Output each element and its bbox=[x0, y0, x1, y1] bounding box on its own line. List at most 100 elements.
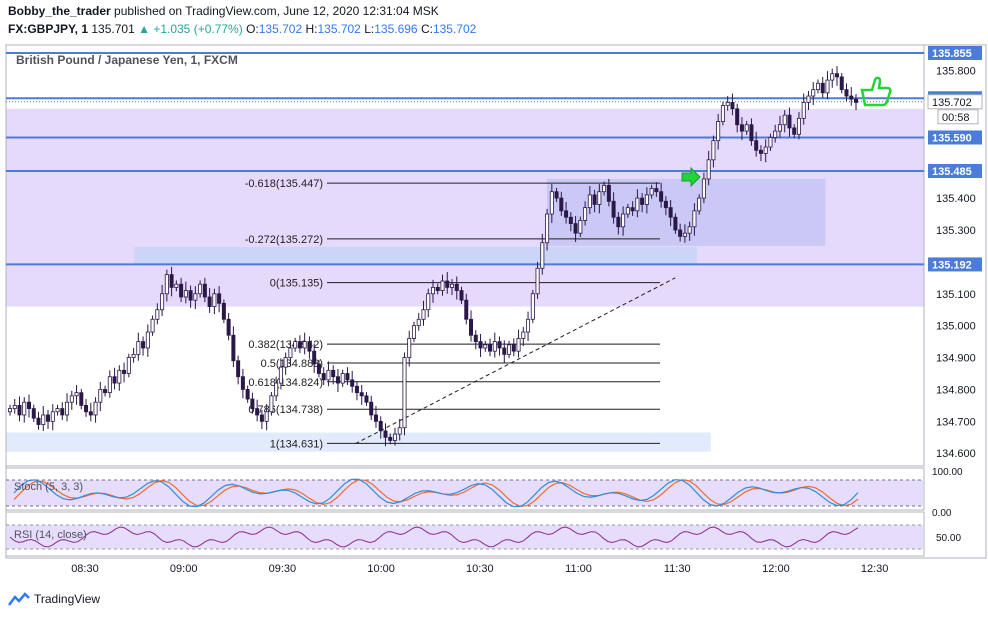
candle-body bbox=[564, 210, 569, 218]
candle-body bbox=[93, 401, 98, 416]
price-tick-label: 134.600 bbox=[936, 448, 976, 460]
level-label: 135.192 bbox=[932, 259, 972, 271]
candle-body bbox=[616, 216, 621, 228]
price-tick-label: 134.700 bbox=[936, 416, 976, 428]
candle-body bbox=[131, 353, 136, 358]
candle-body bbox=[844, 89, 849, 97]
level-label-bg bbox=[928, 163, 982, 178]
candle-body bbox=[801, 102, 806, 119]
candle-body bbox=[834, 73, 839, 78]
candle-body bbox=[312, 350, 317, 365]
candle-body bbox=[335, 376, 340, 384]
candle-body bbox=[535, 267, 540, 295]
candle-body bbox=[98, 389, 103, 403]
candle-body bbox=[31, 408, 36, 419]
rsi-band bbox=[7, 525, 923, 549]
candle-body bbox=[326, 369, 331, 381]
price-change: ▲ +1.035 (+0.77%) bbox=[138, 22, 243, 36]
candle-body bbox=[274, 382, 279, 397]
candle-body bbox=[654, 188, 659, 193]
candle-body bbox=[74, 392, 79, 397]
candle-body bbox=[155, 309, 160, 320]
candle-body bbox=[711, 140, 716, 161]
candle-body bbox=[373, 414, 378, 422]
candle-body bbox=[469, 318, 474, 336]
close-label: C: bbox=[420, 22, 433, 36]
author-name[interactable]: Bobby_the_trader bbox=[8, 4, 111, 18]
time-tick-label: 12:30 bbox=[861, 563, 889, 575]
time-tick-label: 12:00 bbox=[762, 563, 790, 575]
last-price: 135.701 bbox=[91, 22, 135, 36]
price-tick-label: 135.800 bbox=[936, 66, 976, 78]
candle-body bbox=[117, 369, 122, 384]
candle-body bbox=[592, 194, 597, 205]
candle-body bbox=[511, 344, 516, 352]
level-label: 135.485 bbox=[932, 166, 972, 178]
candle-body bbox=[411, 325, 416, 339]
candle-body bbox=[36, 417, 41, 425]
candle-body bbox=[754, 140, 759, 151]
overlay-layer bbox=[681, 76, 892, 188]
candle-body bbox=[12, 405, 17, 409]
horizontal-levels-layer: 135.855135.713135.590135.485135.192135.7… bbox=[6, 45, 983, 272]
candle-body bbox=[464, 299, 469, 320]
candle-body bbox=[236, 360, 241, 378]
candle-body bbox=[221, 302, 226, 320]
candle-body bbox=[811, 89, 816, 97]
rsi-line bbox=[9, 526, 859, 548]
candle-body bbox=[383, 430, 388, 438]
candle-body bbox=[768, 137, 773, 148]
candle-body bbox=[41, 414, 46, 425]
candle-body bbox=[17, 405, 22, 416]
published-text: published on TradingView.com, June 12, 2… bbox=[114, 4, 439, 18]
candle-body bbox=[259, 414, 264, 422]
price-tick-label: 135.100 bbox=[936, 289, 976, 301]
oscillators-layer: Stoch (5, 3, 3) 100.00 0.00 RSI (14, close)… bbox=[6, 467, 963, 550]
candle-body bbox=[188, 290, 193, 301]
footer-brand[interactable]: TradingView bbox=[34, 592, 101, 606]
fib-level-label: 0.786(134.738) bbox=[248, 404, 323, 416]
candle-body bbox=[763, 146, 768, 154]
candle-body bbox=[126, 357, 131, 374]
candle-body bbox=[625, 207, 630, 215]
candle-body bbox=[283, 357, 288, 368]
stoch-k-line bbox=[13, 478, 859, 508]
candle-body bbox=[796, 117, 801, 135]
candle-body bbox=[397, 427, 402, 435]
candle-body bbox=[112, 376, 117, 384]
candle-body bbox=[792, 127, 797, 135]
candle-body bbox=[640, 197, 645, 205]
stoch-label: Stoch (5, 3, 3) bbox=[14, 481, 83, 493]
candle-body bbox=[815, 82, 820, 91]
level-label-bg bbox=[928, 45, 982, 60]
candle-body bbox=[240, 376, 245, 390]
stoch-band bbox=[7, 480, 923, 506]
fib-level-label: -0.272(135.272) bbox=[245, 234, 323, 246]
candle-body bbox=[141, 341, 146, 349]
candle-body bbox=[354, 385, 359, 394]
rsi-label: RSI (14, close) bbox=[14, 529, 87, 541]
open-label: O: bbox=[246, 22, 259, 36]
candle-body bbox=[787, 114, 792, 129]
candle-body bbox=[820, 82, 825, 94]
rsi-tick-label: 50.00 bbox=[936, 533, 961, 544]
candle-body bbox=[706, 159, 711, 180]
candle-body bbox=[830, 73, 835, 81]
candle-body bbox=[331, 369, 336, 378]
time-tick-label: 11:30 bbox=[664, 563, 691, 575]
candle-body bbox=[516, 338, 521, 352]
candle-body bbox=[635, 197, 640, 212]
candle-body bbox=[839, 76, 844, 91]
candle-body bbox=[720, 105, 725, 122]
candle-body bbox=[392, 433, 397, 441]
candle-body bbox=[264, 411, 269, 422]
candle-body bbox=[122, 369, 127, 374]
candle-body bbox=[245, 389, 250, 400]
candle-body bbox=[782, 114, 787, 126]
price-tick-label: 134.900 bbox=[936, 353, 976, 365]
candle-body bbox=[69, 395, 74, 403]
time-tick-label: 10:30 bbox=[466, 563, 494, 575]
candle-body bbox=[136, 341, 141, 355]
candle-body bbox=[725, 102, 730, 106]
